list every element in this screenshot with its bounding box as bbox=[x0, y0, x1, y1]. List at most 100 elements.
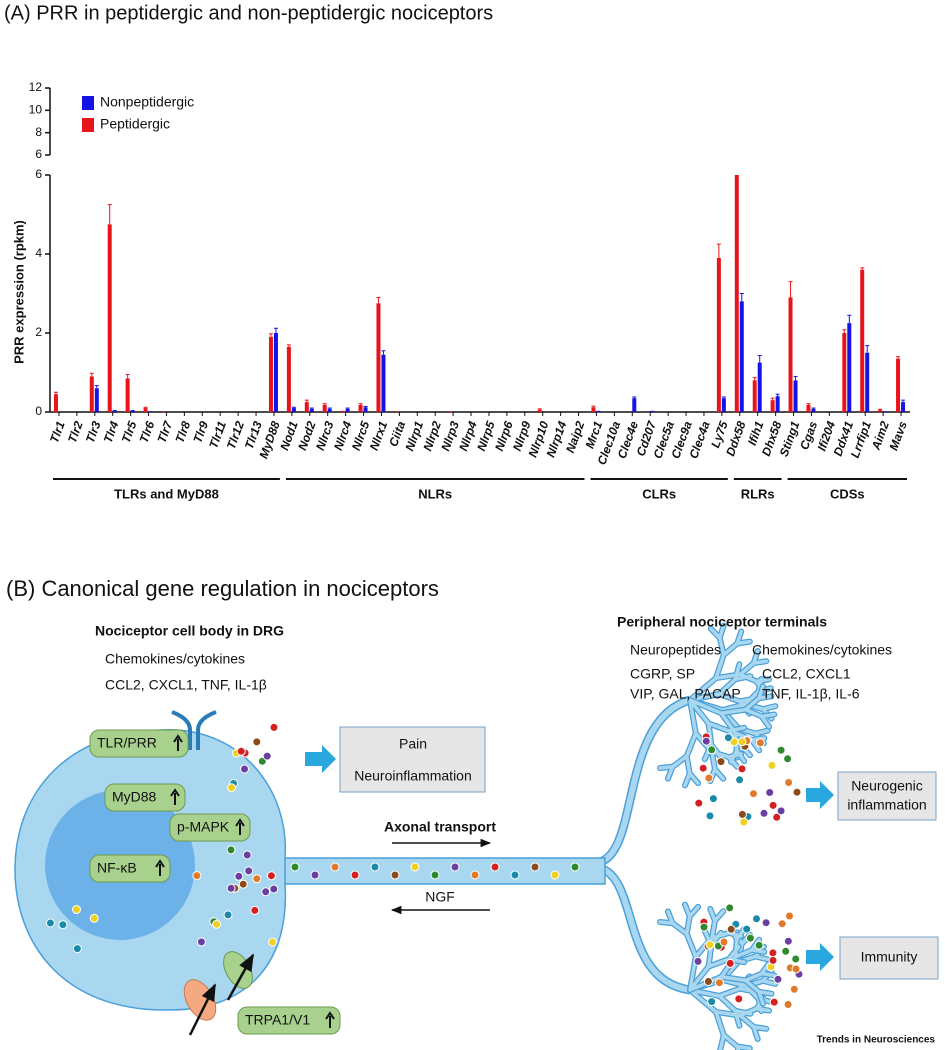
dot bbox=[735, 775, 745, 785]
dot bbox=[227, 783, 236, 793]
outcome-box bbox=[339, 726, 486, 793]
legend-label: Nonpeptidergic bbox=[100, 94, 194, 110]
block-arrow bbox=[806, 943, 834, 971]
bar bbox=[304, 402, 309, 412]
dot bbox=[470, 870, 480, 880]
bar bbox=[770, 400, 775, 412]
item: CCL2, CXCL1 bbox=[762, 666, 851, 682]
y-tick-label: 6 bbox=[35, 147, 42, 161]
outcome-box bbox=[837, 771, 937, 821]
panel-a-title: (A) PRR in peptidergic and non-peptiderg… bbox=[4, 2, 493, 24]
pill-label: TLR/PRR bbox=[97, 735, 157, 751]
dot bbox=[765, 788, 775, 797]
dot bbox=[212, 919, 222, 929]
items: CCL2, CXCL1, TNF, IL-1β bbox=[105, 677, 267, 693]
receptor bbox=[171, 710, 217, 750]
bar bbox=[865, 352, 870, 412]
dot bbox=[550, 870, 560, 880]
outcome: Immunity bbox=[861, 949, 918, 965]
dot bbox=[772, 812, 782, 822]
dot bbox=[330, 862, 340, 872]
dot bbox=[192, 871, 202, 881]
bar bbox=[161, 411, 166, 412]
dot bbox=[530, 862, 540, 872]
dot bbox=[45, 918, 55, 928]
dot bbox=[370, 862, 380, 872]
dot bbox=[250, 905, 260, 915]
dot bbox=[252, 874, 262, 884]
dot bbox=[791, 964, 801, 974]
heading: Nociceptor cell body in DRG bbox=[95, 623, 284, 639]
pill bbox=[89, 854, 171, 883]
bar bbox=[883, 411, 888, 412]
bar bbox=[757, 362, 762, 412]
bar bbox=[291, 408, 296, 412]
dot bbox=[768, 948, 778, 958]
dot bbox=[269, 884, 279, 894]
bar bbox=[811, 408, 816, 412]
dot bbox=[783, 936, 793, 946]
dot bbox=[716, 757, 726, 767]
dot bbox=[196, 937, 206, 947]
item: TNF, IL-1β, IL-6 bbox=[762, 686, 860, 702]
dot bbox=[242, 850, 252, 860]
bar bbox=[716, 257, 721, 412]
panel-a: (A) PRR in peptidergic and non-peptiderg… bbox=[4, 2, 910, 501]
dot bbox=[410, 862, 420, 872]
molecule-pills: TLR/PRR MyD88 p-MAPK NF-κB TRPA1/V1 bbox=[89, 729, 341, 1035]
dot bbox=[350, 870, 360, 880]
dot bbox=[234, 871, 244, 881]
dot bbox=[784, 778, 794, 787]
dot bbox=[252, 737, 262, 747]
y-tick-label: 8 bbox=[35, 125, 42, 139]
y-tick-label: 12 bbox=[29, 80, 43, 94]
dot bbox=[768, 800, 778, 810]
dot bbox=[704, 773, 714, 783]
dot bbox=[226, 883, 236, 893]
bar bbox=[591, 407, 596, 412]
y-tick-label: 10 bbox=[29, 103, 43, 117]
pill-label: p-MAPK bbox=[177, 819, 230, 835]
bar bbox=[793, 380, 798, 412]
bar bbox=[112, 410, 117, 412]
dot bbox=[726, 924, 736, 934]
subheading: Chemokines/cytokines bbox=[105, 651, 245, 667]
outcome: Neuroinflammation bbox=[354, 768, 472, 784]
panel-b: (B) Canonical gene regulation in nocicep… bbox=[6, 576, 939, 1050]
dot bbox=[310, 870, 320, 880]
dot bbox=[290, 862, 300, 872]
legend-swatch bbox=[82, 118, 94, 132]
dot bbox=[72, 905, 81, 914]
bar bbox=[309, 408, 314, 412]
bar bbox=[901, 402, 906, 412]
axon-branch bbox=[598, 697, 691, 993]
bar bbox=[381, 354, 386, 412]
pill bbox=[104, 783, 186, 812]
bar bbox=[842, 333, 847, 412]
dot bbox=[698, 763, 708, 773]
group-label: RLRs bbox=[741, 486, 775, 501]
block-arrow bbox=[806, 781, 834, 809]
dot bbox=[739, 817, 749, 827]
dot bbox=[58, 920, 68, 930]
bar bbox=[596, 410, 601, 412]
bar bbox=[806, 404, 811, 412]
bar bbox=[847, 323, 852, 412]
dot bbox=[244, 866, 254, 876]
bar bbox=[358, 404, 363, 412]
dot bbox=[490, 862, 500, 872]
footer: Trends in Neurosciences bbox=[817, 1035, 936, 1046]
bar bbox=[721, 398, 726, 412]
dot bbox=[703, 977, 713, 986]
dot bbox=[781, 946, 791, 956]
bar bbox=[107, 224, 112, 412]
dot bbox=[776, 745, 786, 755]
y-tick-label: 4 bbox=[35, 246, 42, 260]
bar bbox=[752, 380, 757, 412]
bar bbox=[734, 175, 739, 412]
dot bbox=[785, 911, 794, 921]
dot bbox=[699, 922, 709, 932]
dot bbox=[693, 956, 703, 966]
dot bbox=[752, 914, 761, 924]
